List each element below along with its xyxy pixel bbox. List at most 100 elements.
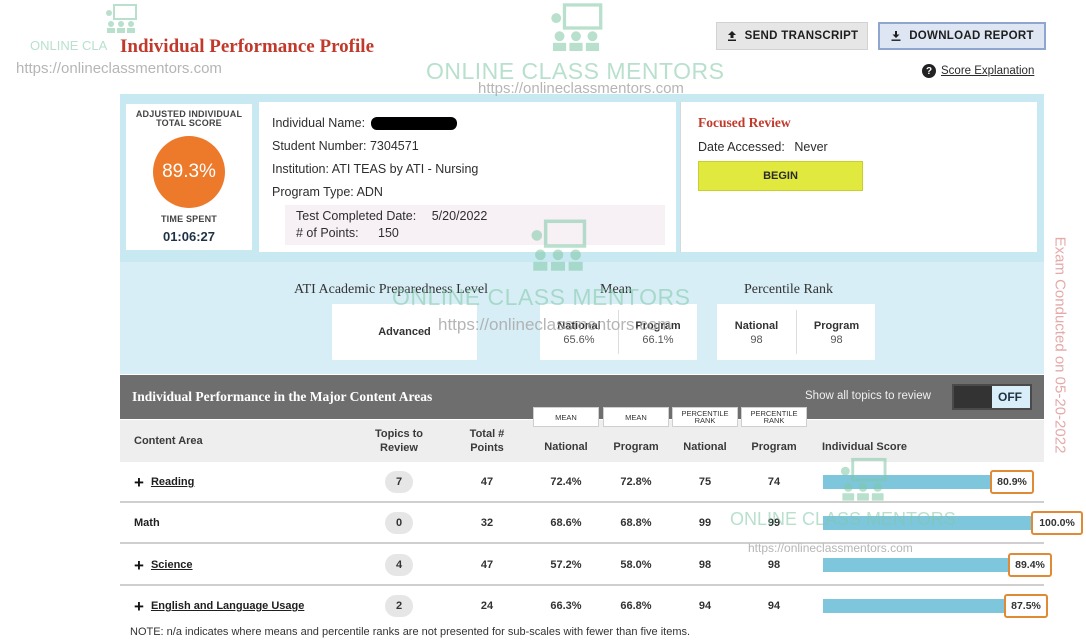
focused-review-card: Focused Review Date Accessed: Never BEGI…	[680, 102, 1037, 252]
expand-icon[interactable]: +	[134, 596, 144, 616]
content-area-cell[interactable]: + Science	[134, 546, 193, 584]
topics-badge: 2	[385, 595, 413, 617]
program-type-row: Program Type: ADN	[272, 185, 383, 199]
show-topics-label: Show all topics to review	[805, 390, 931, 402]
score-bar	[823, 516, 1037, 530]
expand-icon[interactable]: +	[134, 472, 144, 492]
test-date-row: Test Completed Date: 5/20/2022	[296, 209, 487, 223]
col-individual-score: Individual Score	[822, 441, 907, 453]
watermark-brand: ONLINE CLASS MENTORS	[426, 58, 725, 84]
col-topics-to-review: Topics to Review	[374, 428, 424, 454]
page-title: Individual Performance Profile	[120, 36, 375, 57]
student-number-value: 7304571	[369, 139, 419, 153]
test-date-label: Test Completed Date:	[296, 209, 417, 223]
focused-review-title: Focused Review	[698, 115, 791, 130]
individual-name-row: Individual Name:	[272, 116, 458, 131]
test-info-box: Test Completed Date: 5/20/2022 # of Poin…	[285, 205, 665, 245]
mean-program-cell: 66.8%	[620, 600, 652, 612]
pr-national-cell: 99	[698, 517, 712, 529]
pr-program-value: 98	[830, 334, 843, 346]
watermark-side-text-wrap: Exam Conducted on 05-20-2022	[1040, 200, 1080, 490]
mean-national-cell: 72.4%	[550, 476, 582, 488]
table-row: + Science 4 47 57.2% 58.0% 98 98 89.4%	[120, 546, 1052, 586]
content-area-link[interactable]: Reading	[150, 476, 195, 488]
subheader-pr-national: PERCENTILE RANK	[672, 407, 738, 427]
mean-header: Mean	[600, 282, 632, 297]
student-info-card: Individual Name: Student Number: 7304571…	[259, 102, 676, 252]
help-icon: ?	[922, 64, 936, 78]
date-accessed-label: Date Accessed:	[698, 140, 785, 154]
redacted-name	[371, 117, 458, 131]
date-accessed-row: Date Accessed: Never	[698, 140, 828, 154]
date-accessed-value: Never	[794, 140, 828, 154]
preparedness-level-header: ATI Academic Preparedness Level	[294, 282, 488, 297]
begin-button[interactable]: BEGIN	[698, 161, 863, 191]
send-transcript-button[interactable]: SEND TRANSCRIPT	[716, 22, 868, 50]
points-cell: 47	[480, 559, 494, 571]
program-type-value: ADN	[356, 185, 383, 199]
mean-program-label: Program	[635, 320, 681, 332]
table-note: NOTE: n/a indicates where means and perc…	[130, 626, 691, 638]
points-value: 150	[378, 226, 399, 240]
score-value: 100.0%	[1031, 511, 1083, 535]
points-row: # of Points: 150	[296, 226, 399, 240]
table-row: + English and Language Usage 2 24 66.3% 6…	[120, 587, 1048, 627]
score-bar	[823, 558, 1014, 572]
preparedness-level-value: Advanced	[378, 326, 431, 338]
mean-national-cell: 57.2%	[550, 559, 582, 571]
content-area-cell: Math	[134, 504, 160, 542]
col-content-area: Content Area	[134, 435, 203, 447]
time-spent-label: TIME SPENT	[160, 214, 217, 224]
expand-icon[interactable]: +	[134, 555, 144, 575]
pr-program-cell: 94	[767, 600, 781, 612]
watermark-brand: ONLINE CLASS MENTORS	[730, 509, 956, 529]
show-topics-toggle[interactable]: OFF	[952, 384, 1032, 410]
watermark-url: https://onlineclassmentors.com	[438, 315, 672, 334]
toggle-state: OFF	[998, 390, 1022, 404]
pr-national-cell: 98	[698, 559, 712, 571]
topics-badge: 0	[385, 512, 413, 534]
individual-name-label: Individual Name:	[272, 116, 366, 130]
content-area-link[interactable]: English and Language Usage	[150, 600, 305, 612]
watermark-url: https://onlineclassmentors.com	[748, 541, 913, 555]
pr-program-label: Program	[813, 320, 860, 332]
table-row: + Reading 7 47 72.4% 72.8% 75 74 80.9%	[120, 463, 1044, 503]
topics-badge: 7	[385, 471, 413, 493]
time-spent-value: 01:06:27	[162, 229, 216, 244]
content-area-cell[interactable]: + Reading	[134, 463, 194, 501]
adjusted-score-label: ADJUSTED INDIVIDUAL TOTAL SCORE	[135, 109, 243, 128]
col-mean-national: National	[544, 441, 588, 453]
score-bar	[823, 599, 1010, 613]
student-number-label: Student Number:	[272, 139, 367, 153]
divider	[618, 310, 619, 354]
toggle-knob	[954, 386, 992, 408]
score-circle: 89.3%	[153, 136, 225, 208]
pr-national-cell: 94	[698, 600, 712, 612]
mean-card: National 65.6% Program 66.1%	[540, 304, 697, 360]
test-date-value: 5/20/2022	[431, 209, 488, 223]
score-value: 87.5%	[1004, 594, 1048, 618]
topics-badge: 4	[385, 554, 413, 576]
score-explanation-label: Score Explanation	[941, 65, 1035, 77]
score-card: ADJUSTED INDIVIDUAL TOTAL SCORE 89.3% TI…	[126, 104, 252, 250]
col-mean-program: Program	[613, 441, 659, 453]
mean-national-label: National	[557, 320, 601, 332]
watermark-logo-icon	[531, 219, 587, 271]
watermark-logo-icon	[840, 457, 887, 501]
mean-national-cell: 66.3%	[550, 600, 582, 612]
content-area-cell[interactable]: + English and Language Usage	[134, 587, 304, 625]
score-value: 80.9%	[990, 470, 1034, 494]
subheader-mean-national: MEAN	[533, 407, 599, 427]
mean-program-cell: 72.8%	[620, 476, 652, 488]
points-cell: 24	[480, 600, 494, 612]
points-cell: 47	[480, 476, 494, 488]
watermark-side-text: Exam Conducted on 05-20-2022	[1051, 236, 1069, 454]
col-pr-program: Program	[751, 441, 797, 453]
content-area-link[interactable]: Science	[150, 559, 193, 571]
score-explanation-link[interactable]: ? Score Explanation	[922, 64, 1034, 78]
pr-national-cell: 75	[698, 476, 712, 488]
send-transcript-label: SEND TRANSCRIPT	[744, 30, 859, 42]
content-areas-title: Individual Performance in the Major Cont…	[132, 389, 433, 404]
institution-value: ATI TEAS by ATI - Nursing	[331, 162, 479, 176]
download-report-button[interactable]: DOWNLOAD REPORT	[878, 22, 1046, 50]
